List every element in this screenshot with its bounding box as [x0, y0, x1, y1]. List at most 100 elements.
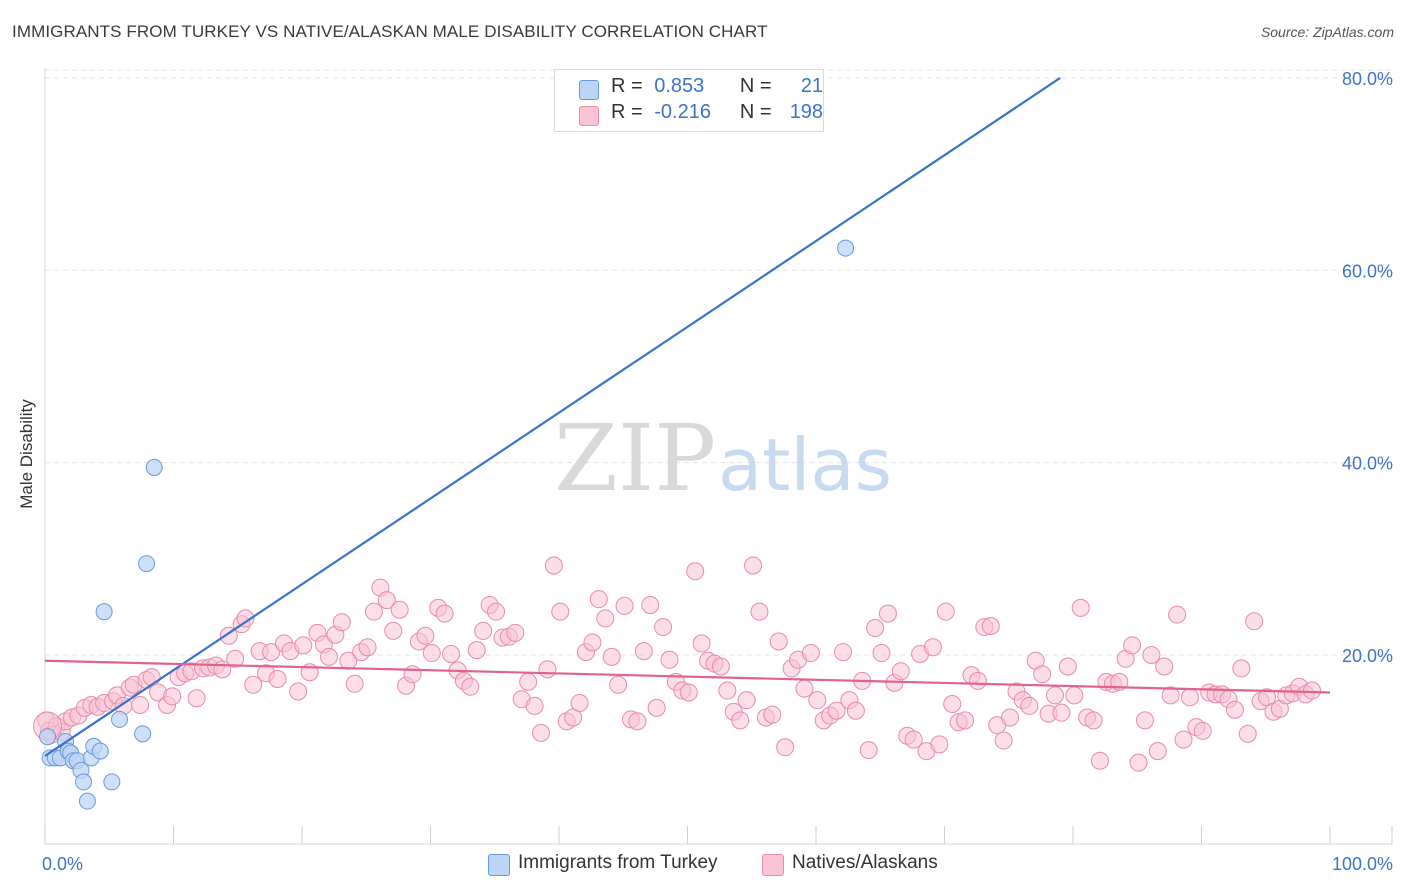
watermark: ZIP atlas: [554, 405, 892, 512]
correlation-legend: R = 0.853 N = 21 R = -0.216 N = 198: [554, 69, 824, 132]
data-point-native: [1155, 657, 1174, 676]
data-point-native: [319, 647, 338, 666]
data-point-native: [1129, 753, 1148, 772]
data-point-native: [487, 602, 506, 621]
data-point-native: [294, 636, 313, 655]
data-point-native: [1033, 665, 1052, 684]
data-point-turkey: [78, 792, 96, 810]
data-point-native: [163, 687, 182, 706]
data-point-native: [878, 604, 897, 623]
data-point-native: [461, 677, 480, 696]
bottom-legend-label-natives: Natives/Alaskans: [792, 852, 938, 873]
data-point-turkey: [75, 773, 93, 791]
watermark-zip: ZIP: [554, 405, 716, 512]
data-point-native: [403, 665, 422, 684]
bottom-legend-label-turkey: Immigrants from Turkey: [518, 852, 718, 873]
data-point-turkey: [111, 710, 129, 728]
x-tick-label: 100.0%: [1332, 854, 1393, 874]
y-tick-label: 20.0%: [1342, 646, 1393, 666]
data-point-native: [1071, 598, 1090, 617]
legend-n-value: 198: [789, 101, 824, 123]
data-point-native: [602, 647, 621, 666]
data-point-native: [589, 590, 608, 609]
data-point-native: [1238, 724, 1257, 743]
data-point-native: [519, 672, 538, 691]
series-natives-points: [33, 556, 1322, 772]
data-point-native: [692, 634, 711, 653]
data-point-native: [1225, 700, 1244, 719]
data-point-native: [750, 602, 769, 621]
y-tick-label: 60.0%: [1342, 261, 1393, 281]
data-point-native: [570, 694, 589, 713]
legend-n-label: N =: [739, 101, 772, 123]
data-point-turkey: [91, 742, 109, 760]
data-point-native: [1174, 730, 1193, 749]
y-tick-label: 80.0%: [1342, 69, 1393, 89]
legend-n-label: N =: [739, 75, 772, 97]
data-point-native: [442, 644, 461, 663]
source-label: Source: ZipAtlas.com: [1260, 24, 1394, 40]
data-point-native: [679, 683, 698, 702]
legend-text-natives: R = -0.216 N = 198: [611, 101, 823, 124]
data-point-native: [744, 556, 763, 575]
tick-labels: 20.0% 40.0% 60.0% 80.0% 0.0% 100.0%: [42, 69, 1393, 874]
data-point-native: [289, 682, 308, 701]
data-point-native: [718, 681, 737, 700]
trend-lines: [44, 77, 1331, 757]
data-point-native: [737, 691, 756, 710]
bottom-legend-swatch-blue: [488, 854, 510, 876]
legend-r-label: R =: [611, 75, 643, 97]
data-point-native: [1232, 659, 1251, 678]
data-point-native: [1065, 686, 1084, 705]
data-point-native: [943, 695, 962, 714]
data-point-native: [904, 730, 923, 749]
data-point-native: [872, 644, 891, 663]
data-point-turkey: [39, 728, 57, 746]
bottom-legend-swatch-pink: [762, 854, 784, 876]
data-point-native: [435, 604, 454, 623]
data-point-native: [1001, 708, 1020, 727]
data-point-native: [609, 675, 628, 694]
trend-line-natives: [44, 659, 1331, 694]
data-point-native: [1052, 703, 1071, 722]
x-tick-label: 0.0%: [42, 854, 83, 874]
data-point-native: [474, 621, 493, 640]
data-point-native: [416, 626, 435, 645]
data-point-native: [1168, 605, 1187, 624]
data-point-native: [936, 602, 955, 621]
data-point-native: [654, 618, 673, 637]
data-point-native: [390, 600, 409, 619]
data-point-native: [1193, 721, 1212, 740]
data-point-native: [384, 621, 403, 640]
data-point-native: [1303, 681, 1322, 700]
trend-line-turkey: [44, 77, 1061, 757]
data-point-native: [544, 556, 563, 575]
data-point-native: [994, 731, 1013, 750]
series-turkey-points: [39, 239, 855, 810]
data-point-turkey: [95, 603, 113, 621]
data-point-native: [731, 711, 750, 730]
data-point-native: [596, 609, 615, 628]
chart-title: IMMIGRANTS FROM TURKEY VS NATIVE/ALASKAN…: [12, 22, 768, 41]
data-point-native: [1148, 742, 1167, 761]
data-point-native: [968, 671, 987, 690]
data-point-native: [551, 602, 570, 621]
data-point-native: [538, 660, 557, 679]
data-point-native: [641, 595, 660, 614]
y-tick-label: 40.0%: [1342, 454, 1393, 474]
data-point-native: [891, 662, 910, 681]
data-point-turkey: [145, 458, 163, 476]
data-point-native: [769, 632, 788, 651]
data-point-native: [142, 668, 161, 687]
data-point-native: [628, 712, 647, 731]
data-point-native: [422, 644, 441, 663]
data-point-native: [833, 643, 852, 662]
data-point-native: [1020, 696, 1039, 715]
data-point-native: [1123, 636, 1142, 655]
data-point-native: [808, 691, 827, 710]
watermark-atlas: atlas: [718, 423, 892, 507]
data-point-turkey: [138, 555, 156, 573]
legend-r-value: 0.853: [654, 75, 705, 97]
data-point-native: [1084, 711, 1103, 730]
data-point-native: [1161, 686, 1180, 705]
